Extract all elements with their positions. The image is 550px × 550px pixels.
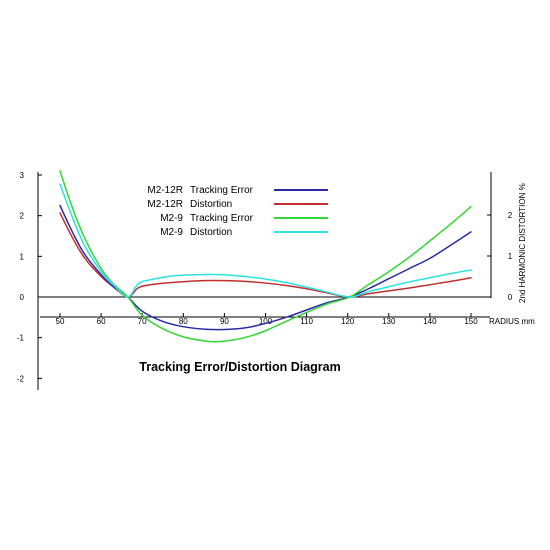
legend-series-name: M2-9 (160, 213, 183, 224)
series-line-m2-12r-distortion (59, 212, 472, 298)
y-tick-label: -2 (17, 374, 25, 383)
chart-legend: M2-12R Tracking Error M2-12R Distortion M2-9… (147, 185, 328, 238)
x-tick-label: 130 (382, 317, 396, 326)
x-tick-label: 100 (259, 317, 273, 326)
x-tick-label: 70 (138, 317, 147, 326)
x-tick-label: 140 (423, 317, 437, 326)
legend-series-name: M2-12R (147, 185, 183, 196)
series-line-m2-12r-tracking-error (59, 204, 472, 331)
legend-series-desc: Tracking Error (190, 185, 254, 196)
legend-series-name: M2-9 (160, 227, 183, 238)
x-tick-label: 50 (56, 317, 65, 326)
y2-tick-label: 1 (508, 252, 513, 261)
x-tick-label: 120 (341, 317, 355, 326)
x-tick-label: 110 (300, 317, 313, 326)
chart-series (59, 170, 472, 343)
y2-axis-label: 2nd HARMONIC DISTORTION % (518, 183, 527, 303)
series-line-m2-9-distortion (59, 183, 472, 298)
y2-tick-label: 2 (508, 211, 513, 220)
y-tick-label: 3 (20, 171, 25, 180)
y-tick-label: 1 (20, 252, 25, 261)
legend-series-name: M2-12R (147, 199, 183, 210)
y-tick-label: -1 (17, 334, 25, 343)
x-tick-label: 80 (179, 317, 188, 326)
y2-tick-label: 0 (508, 293, 513, 302)
legend-series-desc: Distortion (190, 227, 232, 238)
legend-series-desc: Distortion (190, 199, 232, 210)
x-axis-label: RADIUS mm (489, 317, 535, 326)
y-tick-label: 2 (20, 212, 25, 221)
x-tick-label: 60 (97, 317, 106, 326)
x-tick-label: 90 (220, 317, 229, 326)
y-tick-label: 0 (20, 293, 25, 302)
legend-series-desc: Tracking Error (190, 213, 254, 224)
chart-ticks: 50 60 70 80 90 100 110 120 130 140 150 3 2 1 0 -1 -2 2 1 0 (17, 171, 513, 383)
x-tick-label: 150 (464, 317, 478, 326)
chart-title: Tracking Error/Distortion Diagram (139, 360, 340, 374)
